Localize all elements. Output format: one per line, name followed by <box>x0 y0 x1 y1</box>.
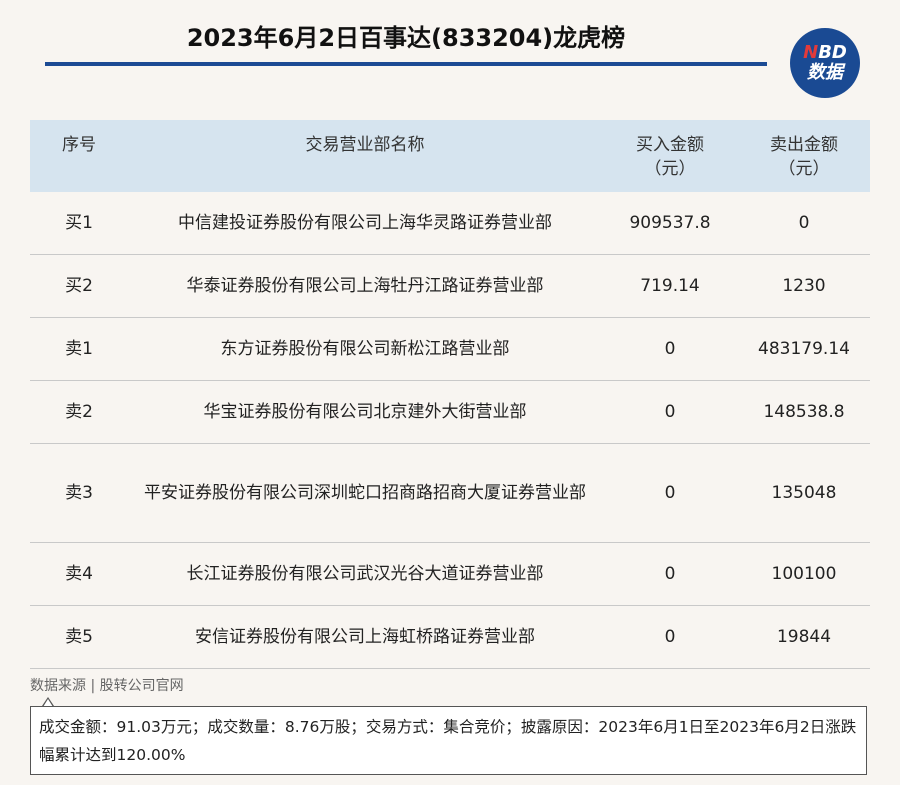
row-name: 平安证券股份有限公司深圳蛇口招商路招商大厦证券营业部 <box>128 443 602 543</box>
header-index: 序号 <box>30 120 128 192</box>
dragon-tiger-table: 序号 交易营业部名称 买入金额 （元） 卖出金额 （元） 买1 中信建投证券股份有限… <box>30 120 870 669</box>
row-name: 中信建投证券股份有限公司上海华灵路证券营业部 <box>128 192 602 255</box>
header-buy: 买入金额 （元） <box>602 120 738 192</box>
table-row: 卖3 平安证券股份有限公司深圳蛇口招商路招商大厦证券营业部 0 135048 <box>30 443 870 543</box>
header-sell-label: 卖出金额 <box>770 135 838 155</box>
row-buy: 0 <box>602 317 738 381</box>
row-buy: 0 <box>602 542 738 606</box>
row-buy: 0 <box>602 443 738 543</box>
table-row: 买1 中信建投证券股份有限公司上海华灵路证券营业部 909537.8 0 <box>30 192 870 255</box>
data-source: 数据来源 | 股转公司官网 <box>30 678 184 694</box>
table-header-row: 序号 交易营业部名称 买入金额 （元） 卖出金额 （元） <box>30 120 870 192</box>
row-sell: 483179.14 <box>738 317 870 381</box>
header-name: 交易营业部名称 <box>128 120 602 192</box>
table-row: 买2 华泰证券股份有限公司上海牡丹江路证券营业部 719.14 1230 <box>30 254 870 318</box>
row-buy: 0 <box>602 380 738 444</box>
logo-data: 数据 <box>807 62 843 83</box>
row-index: 买2 <box>30 254 128 318</box>
row-name: 东方证券股份有限公司新松江路营业部 <box>128 317 602 381</box>
table-row: 卖4 长江证券股份有限公司武汉光谷大道证券营业部 0 100100 <box>30 542 870 606</box>
header-buy-label: 买入金额 <box>636 135 704 155</box>
row-index: 卖4 <box>30 542 128 606</box>
header-buy-unit: （元） <box>644 159 696 179</box>
row-sell: 19844 <box>738 605 870 669</box>
header-sell: 卖出金额 （元） <box>738 120 870 192</box>
row-index: 卖1 <box>30 317 128 381</box>
row-name: 安信证券股份有限公司上海虹桥路证券营业部 <box>128 605 602 669</box>
row-sell: 0 <box>738 192 870 255</box>
trade-summary-note: 成交金额：91.03万元；成交数量：8.76万股；交易方式：集合竞价；披露原因：… <box>30 706 867 775</box>
table-row: 卖2 华宝证券股份有限公司北京建外大街营业部 0 148538.8 <box>30 380 870 444</box>
logo-bd: BD <box>818 42 847 63</box>
row-buy: 909537.8 <box>602 192 738 255</box>
table-row: 卖5 安信证券股份有限公司上海虹桥路证券营业部 0 19844 <box>30 605 870 669</box>
row-sell: 148538.8 <box>738 380 870 444</box>
row-index: 卖2 <box>30 380 128 444</box>
row-buy: 719.14 <box>602 254 738 318</box>
title-underline <box>45 62 767 66</box>
row-index: 卖5 <box>30 605 128 669</box>
note-pointer <box>42 697 54 707</box>
table-row: 卖1 东方证券股份有限公司新松江路营业部 0 483179.14 <box>30 317 870 381</box>
row-sell: 1230 <box>738 254 870 318</box>
row-name: 华泰证券股份有限公司上海牡丹江路证券营业部 <box>128 254 602 318</box>
logo-n: N <box>803 42 819 63</box>
row-index: 卖3 <box>30 443 128 543</box>
row-name: 华宝证券股份有限公司北京建外大街营业部 <box>128 380 602 444</box>
page-title: 2023年6月2日百事达(833204)龙虎榜 <box>186 24 626 52</box>
nbd-logo: NBD 数据 <box>790 28 860 98</box>
row-sell: 100100 <box>738 542 870 606</box>
header-sell-unit: （元） <box>778 159 830 179</box>
row-buy: 0 <box>602 605 738 669</box>
row-index: 买1 <box>30 192 128 255</box>
row-name: 长江证券股份有限公司武汉光谷大道证券营业部 <box>128 542 602 606</box>
row-sell: 135048 <box>738 443 870 543</box>
